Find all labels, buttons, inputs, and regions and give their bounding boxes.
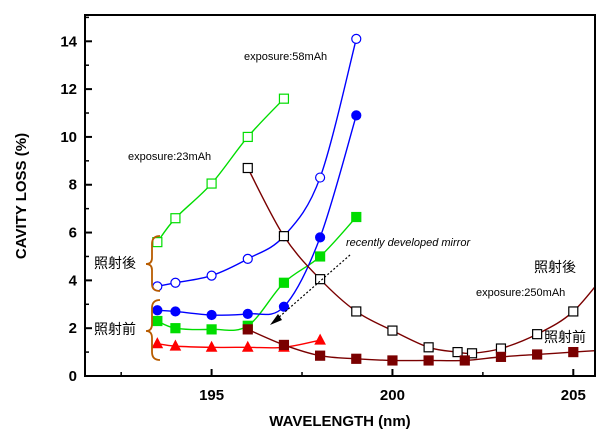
data-point [315,172,326,183]
data-point [495,351,507,362]
axis-ticks: 195 200 205 0 2 4 6 8 10 12 14 [60,16,586,404]
data-point [387,325,398,336]
data-point [170,277,181,288]
brace-after [145,235,161,292]
data-point [314,333,326,345]
data-point [278,339,290,351]
data-point [206,309,217,321]
y-tick-label: 2 [69,320,77,337]
series-4 [151,333,326,352]
annotation-exposure-23: exposure:23mAh [128,151,211,163]
data-point [452,346,463,358]
data-point [242,162,253,174]
data-point [423,355,434,366]
data-point [315,251,326,262]
data-point [532,349,543,360]
x-axis-title: WAVELENGTH (nm) [269,413,410,430]
y-tick-label: 4 [69,272,78,289]
series-2 [152,33,362,292]
data-point [351,110,362,121]
data-point [152,305,163,316]
data-point [206,324,217,335]
data-point [152,315,163,327]
data-point [278,301,290,312]
data-point [170,306,181,317]
series-layer [151,33,595,366]
data-point [423,342,434,353]
label-after-right: 照射後 [534,260,576,276]
pointer-arrowhead [270,314,282,325]
data-point [151,337,164,349]
series-5 [242,162,595,359]
y-tick-label: 12 [60,81,77,98]
data-point [466,348,478,359]
data-point [495,343,507,354]
annotation-exposure-250: exposure:250mAh [476,287,565,299]
x-tick-label: 200 [380,387,405,404]
y-tick-label: 10 [60,129,77,146]
data-point [242,324,253,335]
series-0 [152,93,290,248]
data-point [351,33,362,45]
y-tick-label: 0 [69,368,77,385]
label-after-left: 照射後 [94,256,136,272]
annotation-exposure-58: exposure:58mAh [244,51,327,63]
series-1 [152,211,362,335]
data-point [315,232,326,243]
data-point [242,253,253,264]
y-tick-label: 8 [69,177,77,194]
data-point [351,211,362,223]
data-point [315,274,326,285]
series-6 [242,324,595,366]
data-point [206,178,217,189]
x-tick-label: 195 [199,387,224,404]
data-point [169,339,182,351]
brace-before [145,299,161,361]
data-point [278,93,290,104]
label-before-left: 照射前 [94,321,136,338]
data-point [568,346,579,358]
y-tick-label: 14 [60,33,77,50]
data-point [170,323,181,334]
data-point [170,213,181,224]
data-point [205,340,218,352]
x-tick-label: 205 [561,387,586,404]
data-point [351,353,362,364]
data-point [532,329,543,340]
series-3 [152,110,362,321]
data-point [278,277,290,288]
data-point [568,306,579,317]
label-before-right: 照射前 [544,329,586,346]
annotation-recent-mirror: recently developed mirror [346,237,471,249]
data-point [351,306,362,317]
y-tick-label: 6 [69,225,77,242]
plot-frame [84,14,596,377]
data-point [242,308,253,319]
data-point [278,231,290,242]
data-point [315,350,326,361]
data-point [242,131,253,143]
series-line [157,339,321,349]
data-point [387,355,398,366]
data-point [241,340,254,352]
data-point [206,270,217,281]
data-point [459,355,470,366]
y-axis-title: CAVITY LOSS (%) [13,133,30,259]
